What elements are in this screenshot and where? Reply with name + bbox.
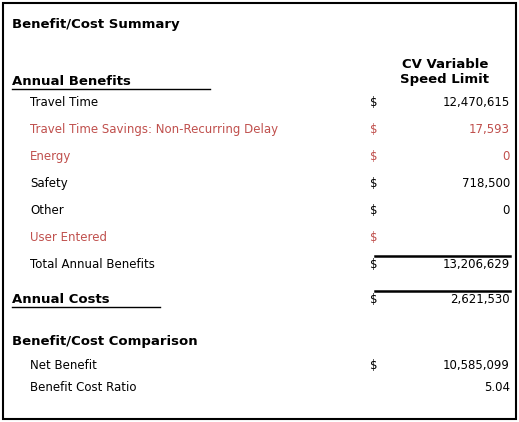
Text: 2,621,530: 2,621,530 <box>450 293 510 306</box>
Text: $: $ <box>370 177 377 190</box>
Text: Annual Costs: Annual Costs <box>12 293 110 306</box>
Text: $: $ <box>370 96 377 109</box>
Text: CV Variable: CV Variable <box>402 58 488 71</box>
Text: Speed Limit: Speed Limit <box>401 73 489 86</box>
Text: Annual Benefits: Annual Benefits <box>12 75 131 88</box>
Text: 10,585,099: 10,585,099 <box>443 359 510 372</box>
Text: $: $ <box>370 204 377 217</box>
Text: $: $ <box>370 123 377 136</box>
Text: $: $ <box>370 258 377 271</box>
Text: User Entered: User Entered <box>30 231 107 244</box>
Text: 718,500: 718,500 <box>462 177 510 190</box>
Text: Travel Time: Travel Time <box>30 96 98 109</box>
Text: 12,470,615: 12,470,615 <box>443 96 510 109</box>
Text: Energy: Energy <box>30 150 72 163</box>
Text: $: $ <box>370 150 377 163</box>
Text: 13,206,629: 13,206,629 <box>443 258 510 271</box>
Text: Travel Time Savings: Non-Recurring Delay: Travel Time Savings: Non-Recurring Delay <box>30 123 278 136</box>
Text: Net Benefit: Net Benefit <box>30 359 97 372</box>
Text: 0: 0 <box>502 204 510 217</box>
Text: Other: Other <box>30 204 64 217</box>
Text: 5.04: 5.04 <box>484 381 510 394</box>
Text: 17,593: 17,593 <box>469 123 510 136</box>
Text: Benefit/Cost Summary: Benefit/Cost Summary <box>12 18 180 31</box>
Text: $: $ <box>370 293 377 306</box>
Text: 0: 0 <box>502 150 510 163</box>
Text: Total Annual Benefits: Total Annual Benefits <box>30 258 155 271</box>
Text: Safety: Safety <box>30 177 68 190</box>
Text: $: $ <box>370 231 377 244</box>
Text: $: $ <box>370 359 377 372</box>
Text: Benefit Cost Ratio: Benefit Cost Ratio <box>30 381 136 394</box>
Text: Benefit/Cost Comparison: Benefit/Cost Comparison <box>12 335 198 348</box>
